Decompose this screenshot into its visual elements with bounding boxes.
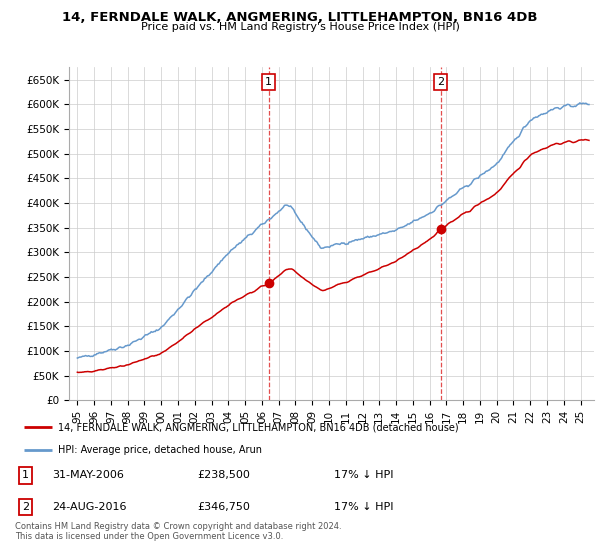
Text: 14, FERNDALE WALK, ANGMERING, LITTLEHAMPTON, BN16 4DB (detached house): 14, FERNDALE WALK, ANGMERING, LITTLEHAMP… bbox=[58, 422, 458, 432]
Text: 1: 1 bbox=[22, 470, 29, 480]
Text: Price paid vs. HM Land Registry's House Price Index (HPI): Price paid vs. HM Land Registry's House … bbox=[140, 22, 460, 32]
Text: £346,750: £346,750 bbox=[197, 502, 250, 512]
Text: Contains HM Land Registry data © Crown copyright and database right 2024.
This d: Contains HM Land Registry data © Crown c… bbox=[15, 522, 341, 542]
Text: 2: 2 bbox=[437, 77, 444, 87]
Text: HPI: Average price, detached house, Arun: HPI: Average price, detached house, Arun bbox=[58, 445, 262, 455]
Text: 2: 2 bbox=[22, 502, 29, 512]
Text: 31-MAY-2006: 31-MAY-2006 bbox=[52, 470, 124, 480]
Text: £238,500: £238,500 bbox=[197, 470, 250, 480]
Text: 14, FERNDALE WALK, ANGMERING, LITTLEHAMPTON, BN16 4DB: 14, FERNDALE WALK, ANGMERING, LITTLEHAMP… bbox=[62, 11, 538, 24]
Text: 24-AUG-2016: 24-AUG-2016 bbox=[52, 502, 127, 512]
Text: 17% ↓ HPI: 17% ↓ HPI bbox=[334, 502, 394, 512]
Text: 1: 1 bbox=[265, 77, 272, 87]
Text: 17% ↓ HPI: 17% ↓ HPI bbox=[334, 470, 394, 480]
